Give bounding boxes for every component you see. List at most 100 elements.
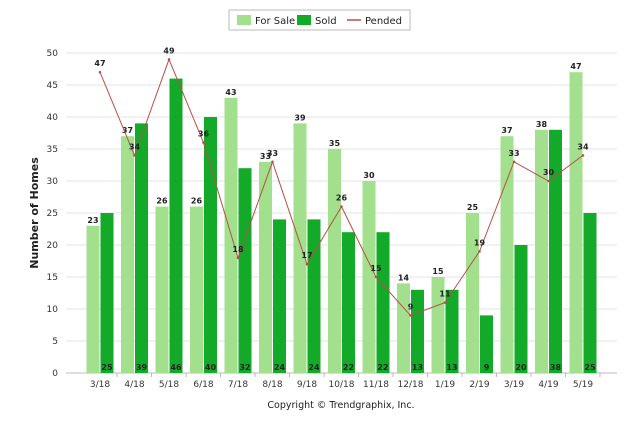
bar-sold <box>273 219 286 373</box>
bar-for-sale <box>328 149 341 373</box>
x-tick-label: 4/19 <box>538 380 558 390</box>
bar-sold <box>376 232 390 373</box>
for-sale-value-label: 25 <box>467 203 479 212</box>
x-tick-label: 7/18 <box>228 380 248 390</box>
bar-for-sale <box>155 206 169 373</box>
for-sale-value-label: 43 <box>225 88 236 97</box>
pended-value-label: 34 <box>577 142 589 151</box>
pended-point <box>340 205 343 208</box>
x-tick-label: 5/18 <box>159 380 179 390</box>
x-tick-label: 12/18 <box>398 380 424 390</box>
for-sale-value-label: 26 <box>191 197 203 206</box>
legend-label: Pended <box>365 16 402 27</box>
pended-point <box>443 301 447 304</box>
bar-sold <box>480 315 493 373</box>
sold-value-label: 25 <box>584 363 596 372</box>
pended-value-label: 9 <box>408 302 414 311</box>
x-tick-label: 3/19 <box>504 380 524 390</box>
copyright-footer: Copyright © Trendgraphix, Inc. <box>267 400 414 411</box>
sold-value-label: 38 <box>550 363 562 372</box>
legend-label: For Sale <box>255 16 295 27</box>
pended-value-label: 33 <box>267 149 278 158</box>
bar-sold <box>100 213 114 373</box>
sold-value-label: 32 <box>239 363 250 372</box>
x-tick-label: 9/18 <box>297 380 317 390</box>
pended-value-label: 11 <box>439 290 451 299</box>
bar-for-sale <box>121 136 134 373</box>
y-tick-label: 40 <box>47 113 59 123</box>
pended-value-label: 47 <box>94 59 105 68</box>
x-tick-label: 2/19 <box>469 380 489 390</box>
bar-for-sale <box>86 225 100 373</box>
x-tick-label: 5/19 <box>573 380 593 390</box>
legend: For Sale Sold Pended <box>228 9 411 31</box>
y-tick-label: 0 <box>52 369 58 379</box>
pended-value-label: 36 <box>198 130 210 139</box>
y-tick-label: 50 <box>47 49 59 59</box>
for-sale-value-label: 30 <box>363 171 375 180</box>
bar-sold <box>342 232 355 373</box>
sold-value-label: 39 <box>136 363 148 372</box>
bar-for-sale <box>190 206 203 373</box>
pended-point <box>98 70 102 74</box>
pended-point <box>374 275 378 279</box>
x-tick-label: 10/18 <box>329 380 355 390</box>
bar-for-sale <box>431 277 445 373</box>
x-tick-label: 3/18 <box>90 380 110 390</box>
for-sale-value-label: 47 <box>570 62 581 71</box>
sold-value-label: 22 <box>343 363 354 372</box>
sold-value-label: 22 <box>377 363 388 372</box>
legend-swatch <box>237 15 251 25</box>
x-tick-label: 4/18 <box>124 380 144 390</box>
pended-point <box>202 141 205 144</box>
bar-sold <box>135 123 148 374</box>
pended-point <box>581 154 585 157</box>
for-sale-value-label: 39 <box>294 113 306 122</box>
for-sale-value-label: 26 <box>156 197 168 206</box>
pended-point <box>478 250 481 253</box>
pended-value-label: 15 <box>370 264 382 273</box>
pended-value-label: 49 <box>163 46 175 55</box>
sold-value-label: 46 <box>170 363 182 372</box>
bar-sold <box>307 219 321 373</box>
bar-sold <box>549 129 562 373</box>
bar-sold <box>169 78 183 373</box>
y-tick-label: 10 <box>47 305 59 315</box>
for-sale-value-label: 37 <box>501 126 512 135</box>
pended-value-label: 34 <box>129 142 141 151</box>
bar-for-sale <box>569 72 583 373</box>
sold-value-label: 24 <box>274 363 286 372</box>
bar-sold <box>514 245 528 373</box>
sold-value-label: 20 <box>515 363 527 372</box>
pended-value-label: 19 <box>474 238 486 247</box>
pended-point <box>547 179 550 183</box>
bar-for-sale <box>293 123 307 374</box>
for-sale-value-label: 35 <box>329 139 341 148</box>
pended-value-label: 17 <box>301 251 312 260</box>
bar-for-sale <box>397 283 410 373</box>
x-tick-label: 6/18 <box>193 380 213 390</box>
pended-point <box>236 256 240 260</box>
pended-point <box>167 58 171 61</box>
pended-point <box>409 314 412 317</box>
pended-point <box>512 160 516 164</box>
for-sale-value-label: 37 <box>122 126 133 135</box>
y-tick-label: 15 <box>47 273 58 283</box>
legend-swatch <box>297 15 311 25</box>
pended-point <box>133 154 136 157</box>
y-tick-label: 20 <box>47 241 59 251</box>
pended-value-label: 26 <box>336 194 348 203</box>
pended-value-label: 18 <box>232 245 244 254</box>
sold-value-label: 40 <box>205 363 217 372</box>
bar-for-sale <box>259 161 272 373</box>
x-tick-label: 8/18 <box>262 380 282 390</box>
sold-value-label: 25 <box>101 363 113 372</box>
pended-point <box>305 262 309 266</box>
pended-value-label: 30 <box>543 168 555 177</box>
x-tick-label: 11/18 <box>363 380 389 390</box>
y-axis-label: Number of Homes <box>28 157 41 269</box>
bar-for-sale <box>466 213 479 373</box>
sold-value-label: 13 <box>446 363 457 372</box>
sold-value-label: 9 <box>484 363 490 372</box>
